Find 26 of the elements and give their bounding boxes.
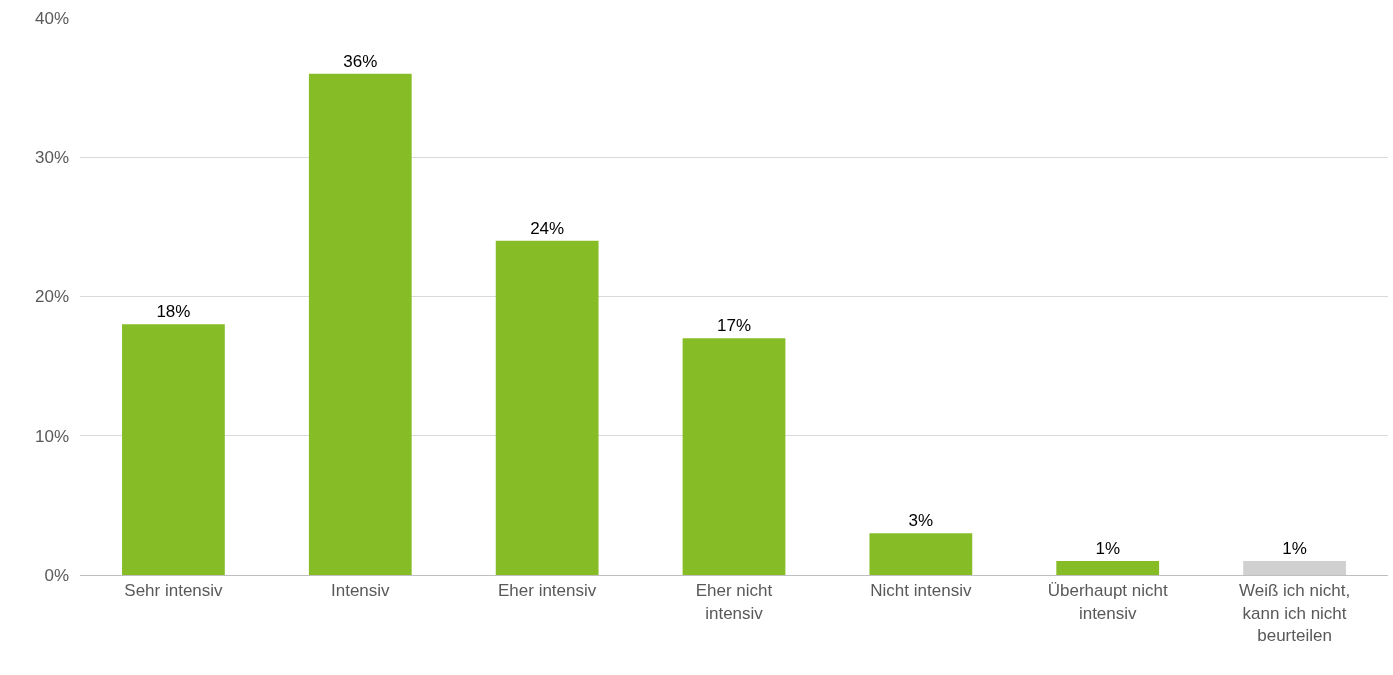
- x-tick-label: Nicht intensiv: [870, 581, 972, 601]
- data-label: 36%: [343, 51, 378, 71]
- x-tick-label: Eher nicht intensiv: [695, 581, 773, 623]
- bar: [495, 240, 599, 575]
- y-tick-label: 30%: [34, 148, 69, 168]
- data-label: 1%: [1282, 539, 1307, 559]
- y-tick-label: 10%: [34, 426, 69, 446]
- bar: [1243, 561, 1346, 575]
- bar: [1056, 561, 1160, 575]
- bar: [122, 324, 225, 575]
- x-tick-label: Eher intensiv: [498, 581, 597, 601]
- bar: [682, 338, 786, 575]
- x-tick-label: Weiß ich nicht, kann ich nicht beurteilen: [1238, 581, 1351, 645]
- x-tick-label: Überhaupt nicht intensiv: [1047, 581, 1168, 623]
- data-label: 17%: [716, 316, 752, 336]
- data-label: 3%: [908, 511, 934, 531]
- y-tick-label: 0%: [44, 565, 69, 585]
- x-tick-label: Intensiv: [330, 581, 391, 601]
- y-tick-label: 20%: [34, 287, 69, 307]
- x-tick-label: Sehr intensiv: [124, 581, 224, 601]
- data-label: 24%: [530, 218, 565, 238]
- data-label: 18%: [156, 302, 191, 322]
- data-label: 1%: [1095, 539, 1120, 559]
- bar: [308, 73, 412, 575]
- y-tick-label: 40%: [34, 8, 69, 28]
- bar: [869, 533, 973, 575]
